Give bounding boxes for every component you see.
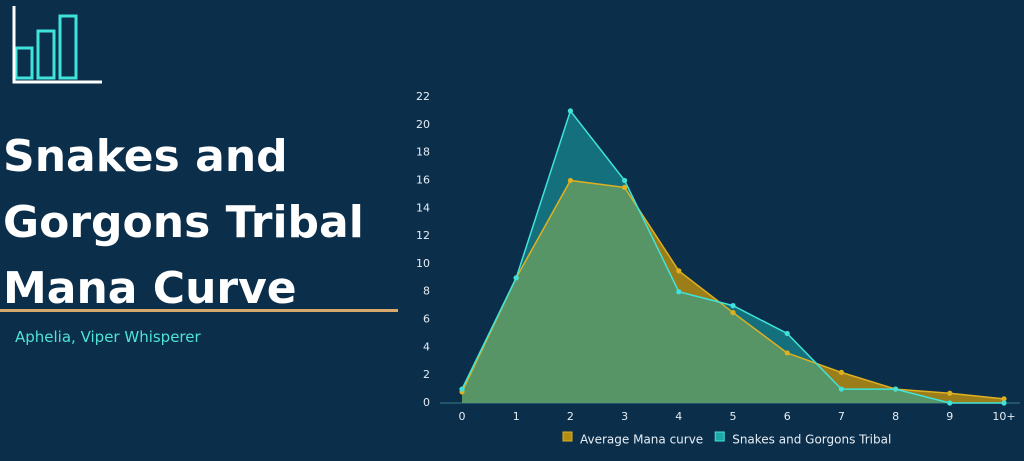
point bbox=[676, 289, 682, 295]
point bbox=[730, 303, 736, 309]
x-tick-label: 6 bbox=[784, 410, 791, 423]
legend-label: Average Mana curve bbox=[580, 433, 703, 447]
y-tick-label: 10 bbox=[416, 257, 430, 270]
point bbox=[730, 309, 736, 316]
x-tick-label: 3 bbox=[621, 410, 628, 423]
x-tick-label: 1 bbox=[513, 410, 520, 423]
point bbox=[947, 400, 953, 406]
point bbox=[622, 177, 628, 184]
point bbox=[838, 369, 845, 375]
x-tick-label: 5 bbox=[730, 410, 737, 423]
point bbox=[1001, 400, 1007, 406]
legend-label: Snakes and Gorgons Tribal bbox=[732, 433, 891, 447]
y-tick-label: 22 bbox=[416, 90, 430, 103]
point bbox=[459, 386, 465, 392]
page-title: Snakes and Gorgons Tribal Mana Curve bbox=[3, 131, 364, 314]
divider bbox=[0, 309, 398, 312]
point bbox=[784, 330, 790, 337]
subtitle: Aphelia, Viper Whisperer bbox=[15, 328, 201, 346]
y-tick-label: 18 bbox=[416, 146, 430, 159]
y-tick-label: 2 bbox=[423, 368, 430, 381]
legend-swatch bbox=[714, 431, 725, 442]
y-tick-label: 4 bbox=[423, 340, 430, 353]
y-tick-label: 12 bbox=[416, 229, 430, 242]
legend-swatch bbox=[562, 431, 573, 442]
x-tick-label: 2 bbox=[567, 410, 574, 423]
y-tick-label: 16 bbox=[416, 173, 430, 186]
x-tick-label: 7 bbox=[838, 410, 845, 423]
point bbox=[622, 184, 628, 191]
x-tick-label: 8 bbox=[892, 410, 899, 423]
area-fill bbox=[462, 110, 1004, 403]
point bbox=[676, 268, 682, 274]
point bbox=[1001, 396, 1007, 402]
point bbox=[567, 177, 574, 184]
y-tick-label: 0 bbox=[423, 396, 430, 409]
point bbox=[893, 386, 899, 392]
x-tick-label: 9 bbox=[946, 410, 953, 423]
point bbox=[838, 386, 845, 392]
y-tick-label: 14 bbox=[416, 201, 430, 214]
x-tick-label: 0 bbox=[459, 410, 466, 423]
point bbox=[947, 390, 953, 396]
x-tick-label: 4 bbox=[675, 410, 682, 423]
point bbox=[784, 350, 790, 356]
point bbox=[567, 108, 574, 114]
y-tick-label: 8 bbox=[423, 285, 430, 298]
y-tick-label: 6 bbox=[423, 313, 430, 326]
chart-icon bbox=[12, 6, 102, 84]
y-tick-label: 20 bbox=[416, 118, 430, 131]
x-tick-label: 10+ bbox=[992, 410, 1015, 423]
point bbox=[513, 275, 519, 281]
